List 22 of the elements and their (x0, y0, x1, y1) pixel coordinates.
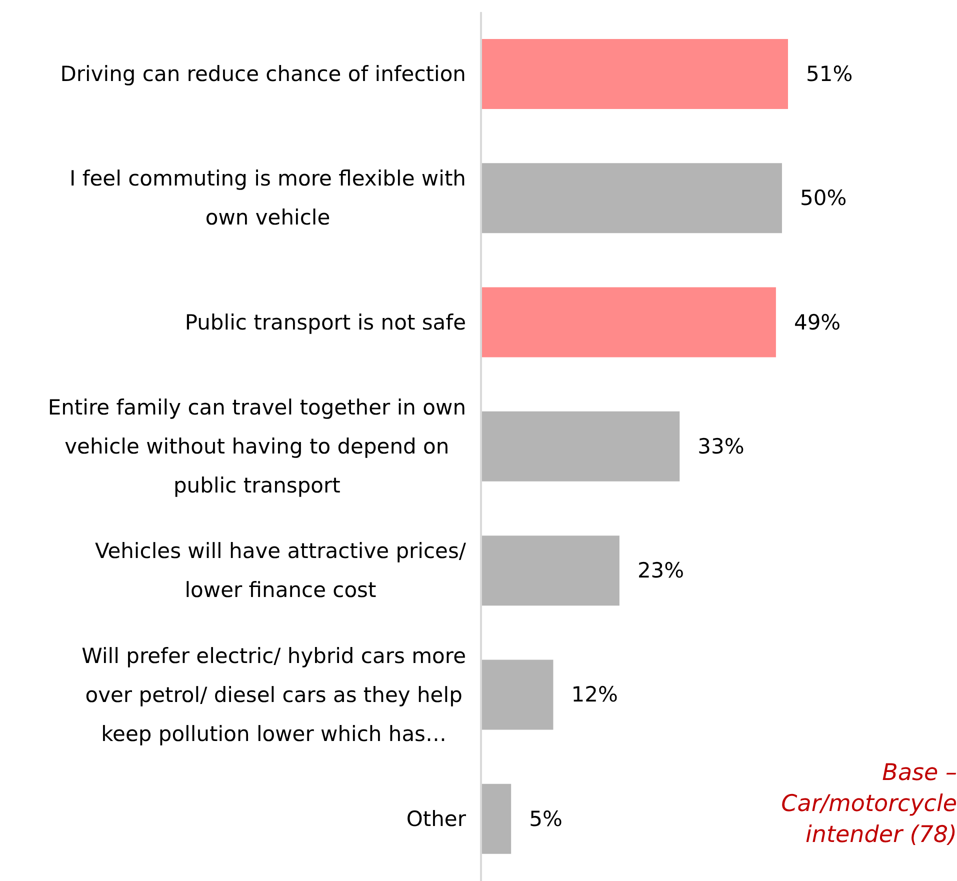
bar (481, 39, 788, 109)
bar (481, 660, 554, 730)
data-label: 50% (800, 186, 847, 210)
data-label: 12% (571, 682, 618, 707)
y-tick-label: Other (406, 806, 466, 831)
data-label: 5% (529, 806, 562, 831)
data-label: 51% (806, 62, 853, 86)
y-tick-label: Public transport is not safe (184, 310, 466, 334)
y-tick-label: I feel commuting is more flexible with own vehicle (70, 166, 466, 230)
bar (481, 287, 776, 358)
annotation: Base – Car/motorcycle intender (78) (780, 759, 957, 850)
y-tick-label: Entire family can travel together in own vehicle without having to depend on public transport (48, 396, 466, 498)
y-tick-label: Driving can reduce chance of infection (60, 62, 466, 86)
bar (481, 784, 512, 854)
data-label: 33% (698, 434, 744, 458)
bar (481, 536, 620, 606)
data-label: 23% (637, 558, 684, 583)
data-label: 49% (794, 310, 841, 334)
bar (481, 163, 782, 234)
y-tick-label: Will prefer electric/ hybrid cars more over petrol/ diesel cars as they help keep pollution lower which has… (82, 644, 466, 746)
y-tick-label: Vehicles will have attractive prices/ lower finance cost (94, 539, 467, 602)
bar (481, 411, 680, 482)
